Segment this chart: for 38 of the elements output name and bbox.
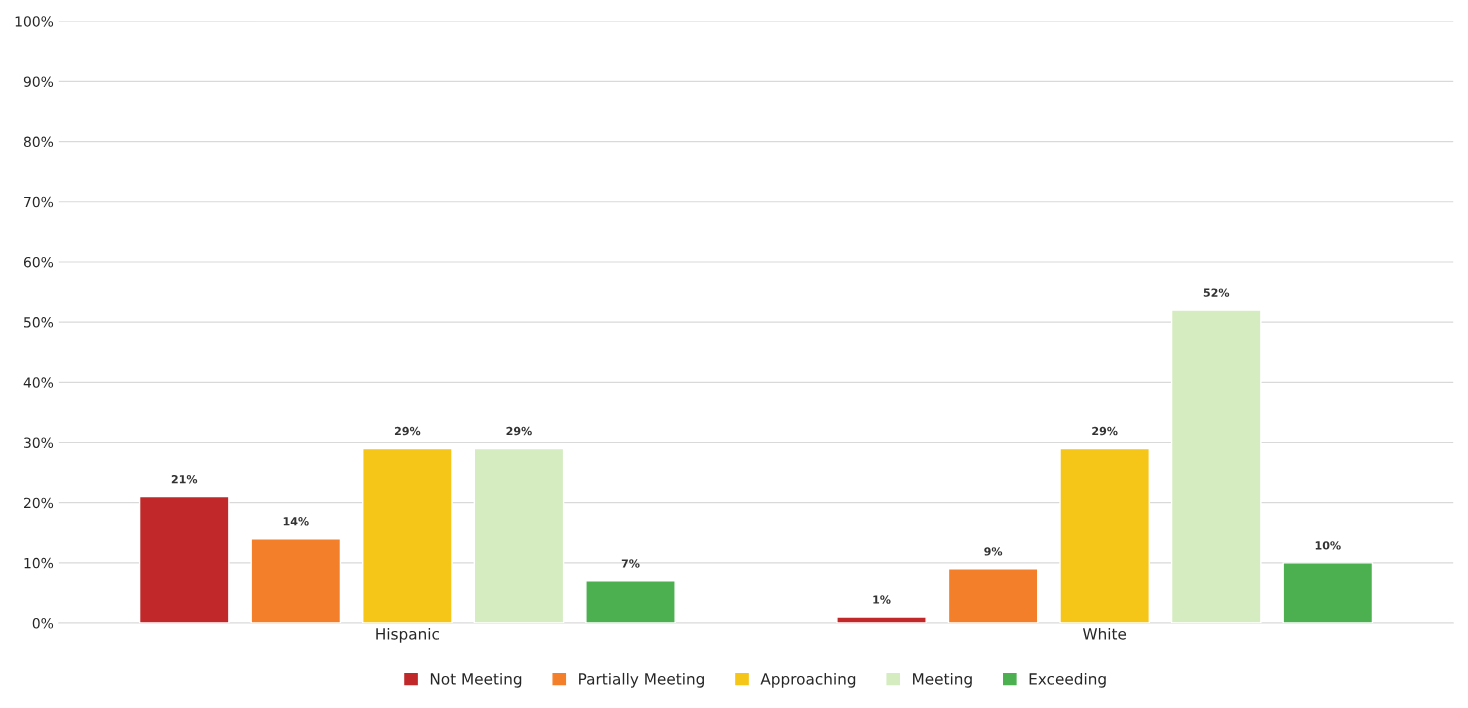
- y-tick-label: 10%: [24, 557, 54, 569]
- data-label: 14%: [283, 517, 309, 526]
- bar: [473, 447, 565, 624]
- y-tick-label: 70%: [24, 196, 54, 208]
- bar: [1282, 562, 1374, 624]
- data-label: 52%: [1203, 288, 1230, 297]
- y-tick-label: 50%: [24, 317, 54, 328]
- y-tick-label: 40%: [23, 377, 54, 388]
- data-label: 21%: [171, 474, 198, 484]
- data-label: 29%: [506, 426, 532, 436]
- y-tick-label: 80%: [23, 136, 54, 148]
- bar: [138, 495, 230, 624]
- bar: [1059, 447, 1150, 624]
- legend-label: Approaching: [760, 672, 856, 688]
- bar: [362, 447, 453, 624]
- y-tick-label: 60%: [23, 256, 54, 268]
- y-tick-label: 0%: [32, 618, 54, 629]
- bar: [1170, 309, 1262, 624]
- y-tick-label: 30%: [24, 437, 54, 448]
- x-tick-label: Hispanic: [376, 627, 439, 643]
- y-tick-label: 100%: [15, 16, 54, 27]
- data-label: 29%: [394, 426, 421, 436]
- legend-label: Not Meeting: [430, 672, 522, 688]
- data-label: 1%: [873, 595, 891, 604]
- y-tick-label: 90%: [23, 76, 54, 87]
- bar: [836, 616, 927, 624]
- legend-label: Exceeding: [1029, 672, 1106, 688]
- data-label: 10%: [1315, 541, 1341, 550]
- bar: [250, 538, 342, 624]
- y-tick-label: 20%: [24, 497, 54, 509]
- data-label: 29%: [1092, 426, 1118, 436]
- data-label: 7%: [621, 559, 640, 568]
- legend-label: Partially Meeting: [579, 672, 704, 688]
- legend-label: Meeting: [913, 672, 972, 688]
- x-tick-label: White: [1082, 627, 1127, 640]
- data-label: 9%: [984, 547, 1003, 556]
- bar: [947, 568, 1039, 624]
- bar: [585, 580, 676, 624]
